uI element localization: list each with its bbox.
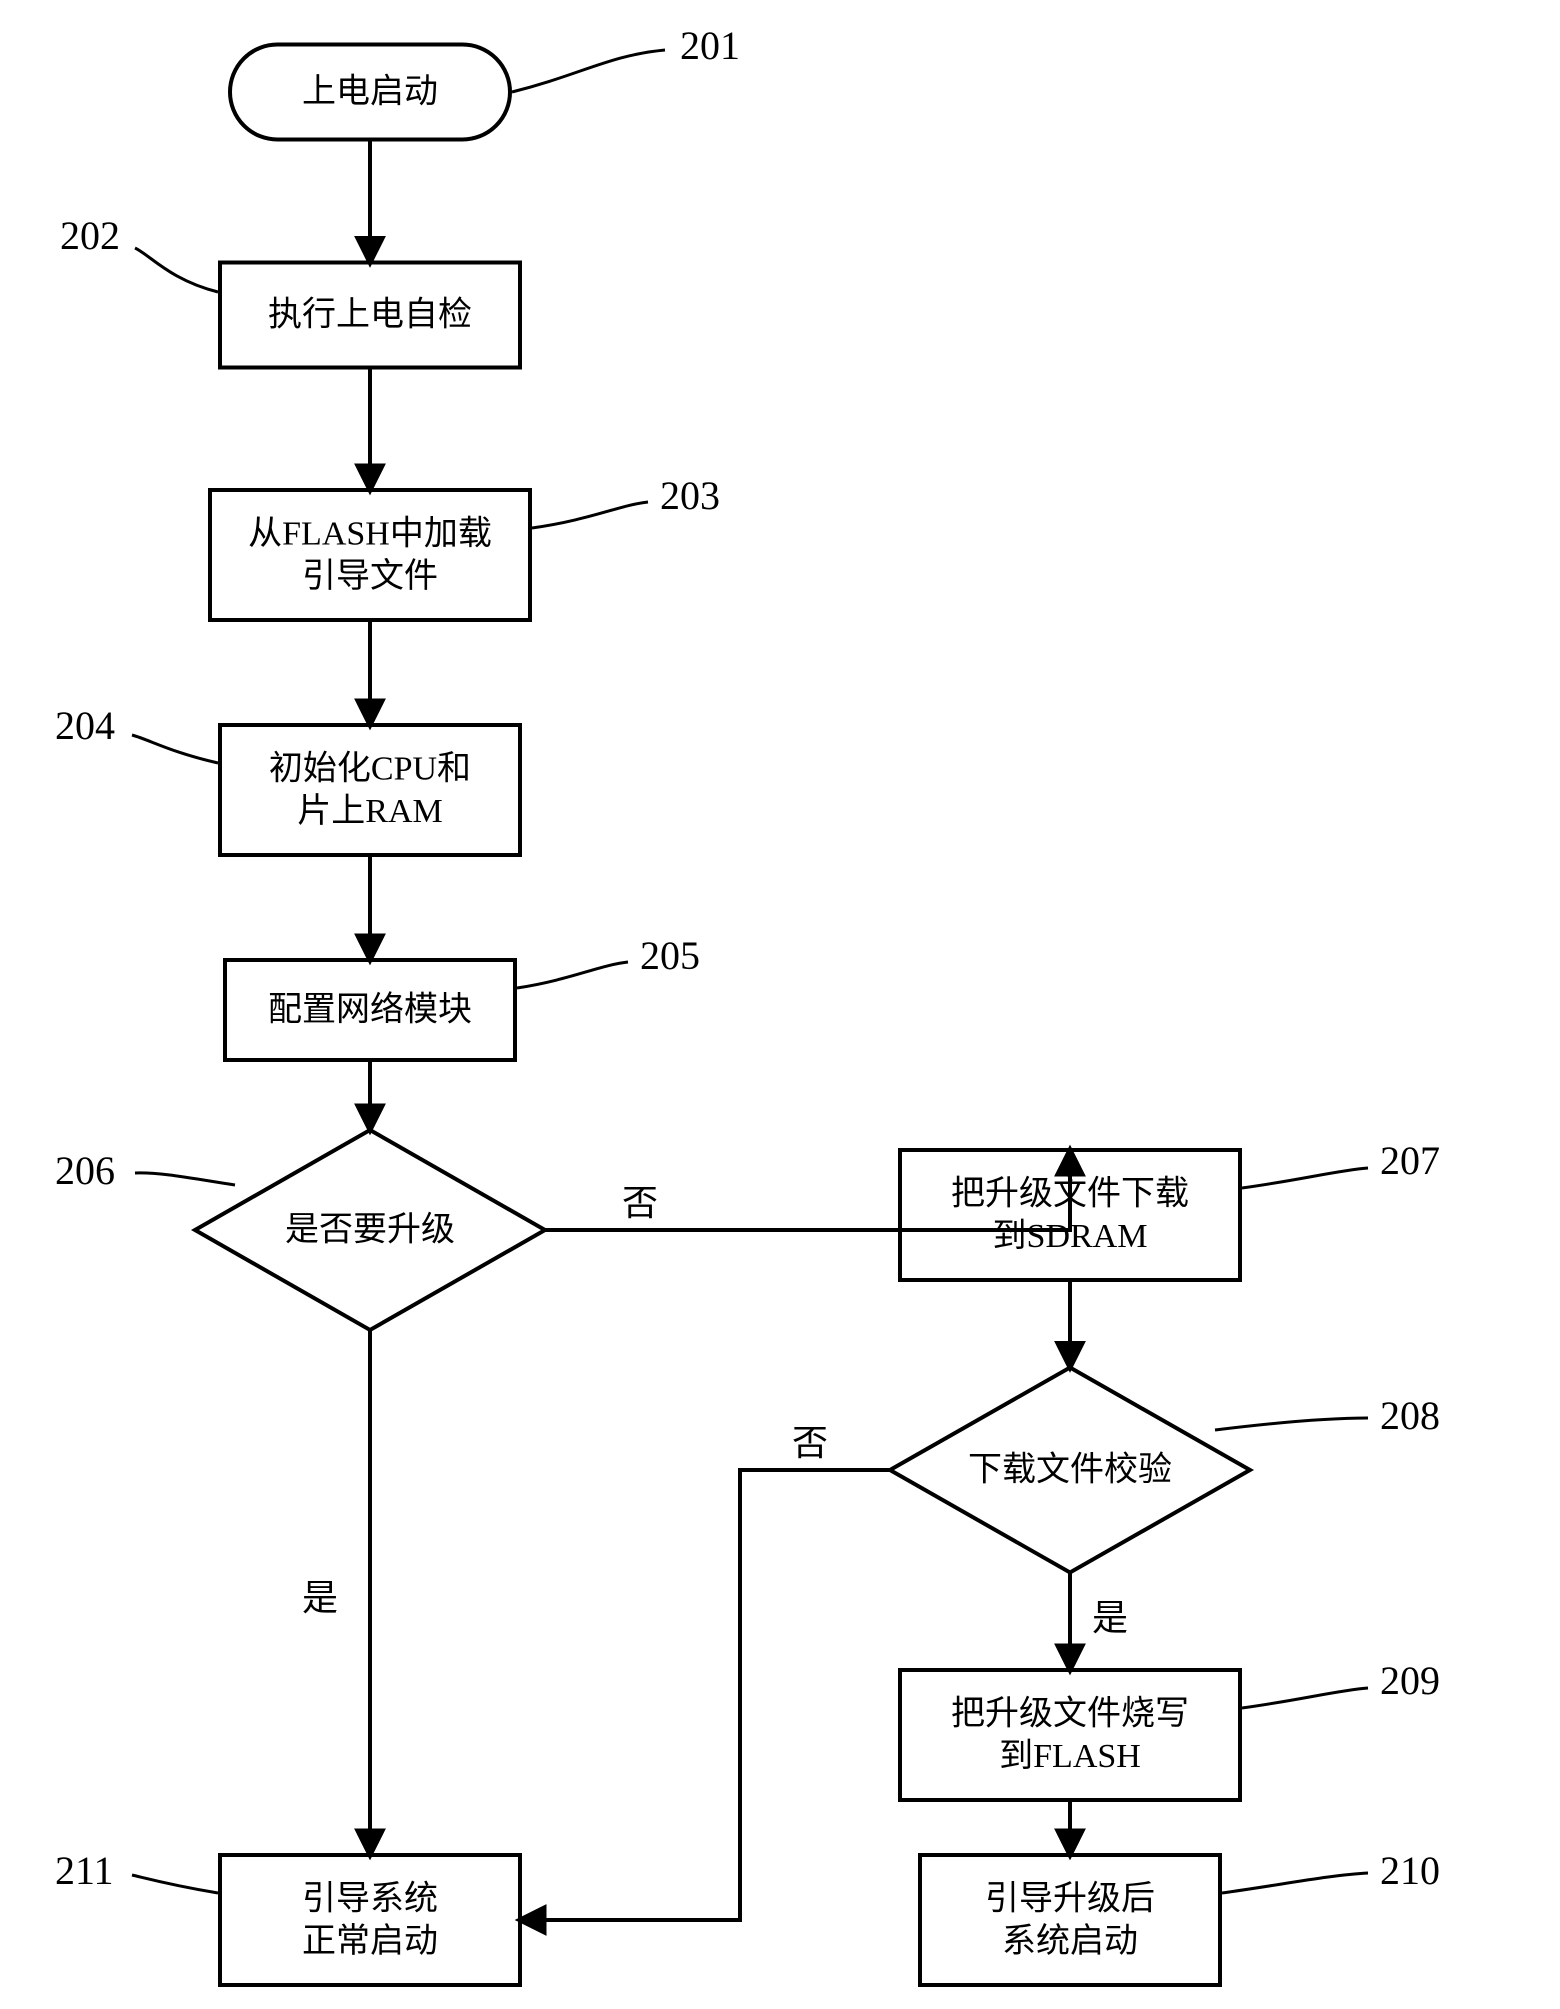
node-n202: 执行上电自检 bbox=[220, 263, 520, 368]
ref-label-211: 211 bbox=[55, 1848, 114, 1893]
ref-leader bbox=[132, 735, 218, 763]
svg-text:到SDRAM: 到SDRAM bbox=[993, 1218, 1148, 1255]
svg-text:到FLASH: 到FLASH bbox=[999, 1738, 1141, 1775]
ref-leader bbox=[532, 502, 648, 528]
node-n210: 引导升级后系统启动 bbox=[920, 1855, 1220, 1985]
ref-leader bbox=[135, 248, 218, 292]
edge-label: 否 bbox=[622, 1183, 658, 1223]
edge-label: 是 bbox=[1092, 1598, 1128, 1638]
node-n211: 引导系统正常启动 bbox=[220, 1855, 520, 1985]
ref-label-209: 209 bbox=[1380, 1658, 1440, 1703]
svg-text:把升级文件下载: 把升级文件下载 bbox=[951, 1174, 1189, 1212]
ref-label-210: 210 bbox=[1380, 1848, 1440, 1893]
flowchart-diagram: 是是否否 上电启动执行上电自检从FLASH中加载引导文件初始化CPU和片上RAM… bbox=[0, 0, 1560, 2009]
ref-leader bbox=[1242, 1168, 1368, 1188]
node-n205: 配置网络模块 bbox=[225, 960, 515, 1060]
node-n208: 下载文件校验 bbox=[890, 1368, 1250, 1573]
svg-text:执行上电自检: 执行上电自检 bbox=[268, 296, 472, 334]
svg-text:引导系统: 引导系统 bbox=[302, 1879, 438, 1917]
ref-leader bbox=[1242, 1688, 1368, 1708]
ref-leader bbox=[1222, 1873, 1368, 1893]
ref-label-207: 207 bbox=[1380, 1138, 1440, 1183]
svg-text:从FLASH中加载: 从FLASH中加载 bbox=[248, 514, 492, 552]
svg-text:下载文件校验: 下载文件校验 bbox=[968, 1451, 1172, 1489]
svg-text:系统启动: 系统启动 bbox=[1002, 1922, 1138, 1960]
svg-text:初始化CPU和: 初始化CPU和 bbox=[269, 749, 471, 787]
ref-leader bbox=[517, 962, 628, 988]
ref-leader bbox=[132, 1875, 218, 1893]
ref-label-202: 202 bbox=[60, 213, 120, 258]
svg-text:把升级文件烧写: 把升级文件烧写 bbox=[951, 1694, 1189, 1732]
node-n203: 从FLASH中加载引导文件 bbox=[210, 490, 530, 620]
edge-label: 否 bbox=[792, 1423, 828, 1463]
svg-text:片上RAM: 片上RAM bbox=[297, 792, 442, 830]
ref-label-204: 204 bbox=[55, 703, 115, 748]
ref-label-201: 201 bbox=[680, 23, 740, 68]
ref-leader bbox=[135, 1173, 235, 1185]
edge bbox=[520, 1470, 890, 1920]
ref-label-206: 206 bbox=[55, 1148, 115, 1193]
node-n201: 上电启动 bbox=[230, 45, 510, 140]
node-n204: 初始化CPU和片上RAM bbox=[220, 725, 520, 855]
ref-leader bbox=[512, 50, 665, 92]
svg-text:引导文件: 引导文件 bbox=[302, 557, 438, 595]
svg-text:是否要升级: 是否要升级 bbox=[285, 1211, 455, 1249]
ref-leader bbox=[1215, 1418, 1368, 1430]
node-n206: 是否要升级 bbox=[195, 1130, 545, 1330]
edge-label: 是 bbox=[302, 1578, 338, 1618]
ref-label-205: 205 bbox=[640, 933, 700, 978]
svg-text:配置网络模块: 配置网络模块 bbox=[268, 991, 472, 1029]
svg-text:正常启动: 正常启动 bbox=[302, 1922, 438, 1960]
ref-label-208: 208 bbox=[1380, 1393, 1440, 1438]
ref-label-203: 203 bbox=[660, 473, 720, 518]
svg-text:引导升级后: 引导升级后 bbox=[985, 1879, 1155, 1917]
node-n209: 把升级文件烧写到FLASH bbox=[900, 1670, 1240, 1800]
svg-text:上电启动: 上电启动 bbox=[302, 73, 438, 111]
